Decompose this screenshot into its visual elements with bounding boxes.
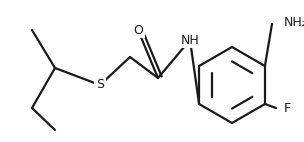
Text: NH₂: NH₂: [284, 15, 304, 29]
Text: S: S: [96, 79, 104, 91]
Text: O: O: [133, 23, 143, 36]
Text: F: F: [284, 102, 291, 114]
Text: NH: NH: [181, 34, 199, 46]
